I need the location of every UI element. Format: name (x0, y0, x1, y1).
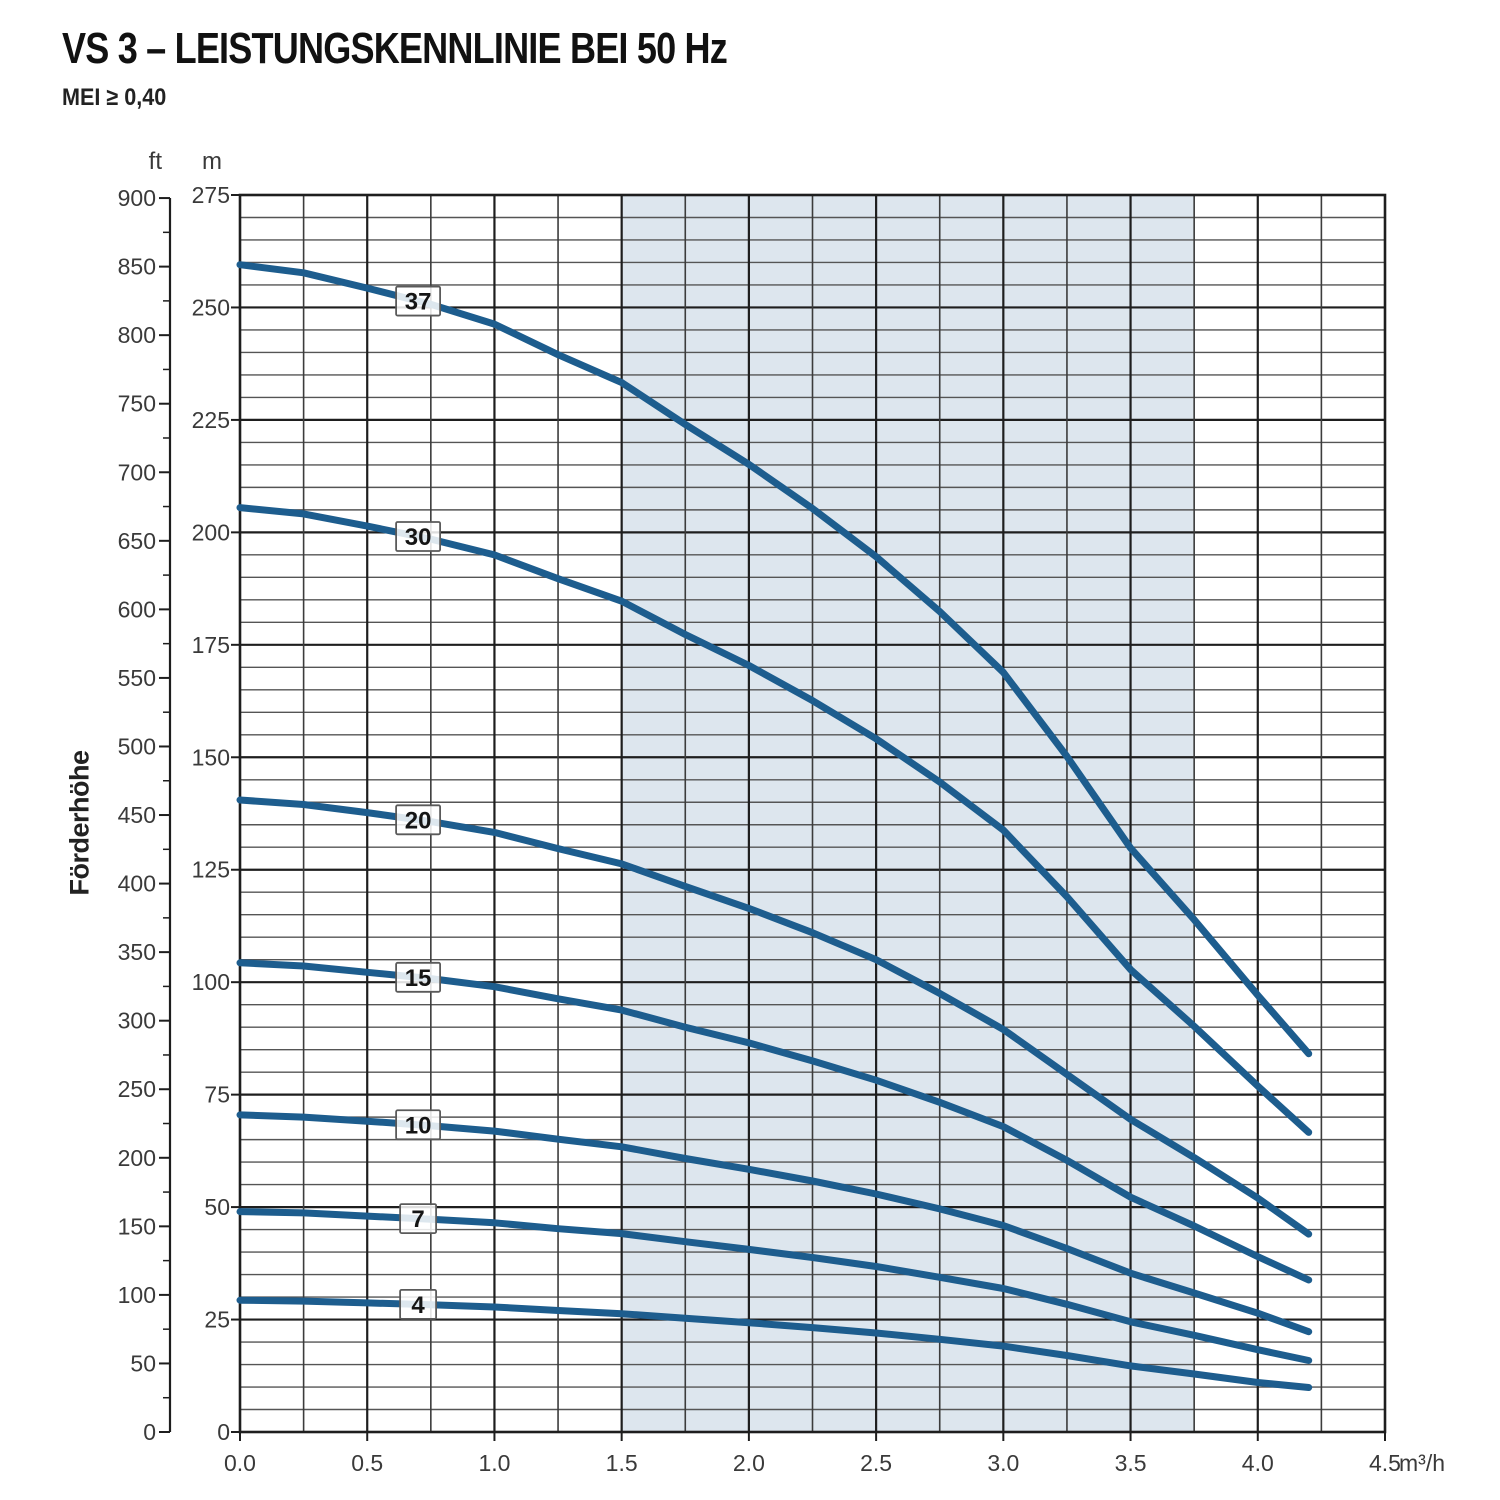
curve-label-37: 37 (395, 285, 442, 317)
curve-label-text: 4 (411, 1292, 425, 1319)
curve-label-text: 10 (405, 1112, 432, 1139)
m-unit-label: m (202, 148, 222, 175)
m-tick-label: 150 (192, 744, 230, 770)
curve-label-box (399, 1288, 438, 1320)
m-tick-label: 0 (217, 1419, 230, 1445)
ft-tick-label: 200 (118, 1145, 156, 1171)
curve-label-text: 7 (411, 1206, 424, 1233)
m-tick-label: 100 (192, 969, 230, 995)
m-tick-label: 275 (192, 182, 230, 208)
ft-tick-label: 900 (118, 185, 156, 211)
ft-tick-label: 0 (143, 1419, 156, 1445)
ft-tick-label: 550 (118, 665, 156, 691)
curve-label-box (395, 961, 442, 993)
x-tick-label: 3.5 (1115, 1450, 1147, 1476)
curve-label-text: 15 (405, 965, 432, 992)
mei-rating: MEI ≥ 0,40 (62, 84, 167, 111)
curve-label-10: 10 (395, 1109, 442, 1141)
ft-tick-label: 850 (118, 254, 156, 280)
curve-label-box (395, 521, 442, 552)
page-title: VS 3 – LEISTUNGSKENNLINIE BEI 50 Hz (62, 24, 728, 73)
curve-label-box (399, 1203, 438, 1235)
ft-tick-label: 350 (118, 939, 156, 965)
m-tick-label: 75 (204, 1082, 230, 1108)
ft-tick-label: 400 (118, 871, 156, 897)
x-tick-label: 0.5 (351, 1450, 383, 1476)
x-tick-label: 1.5 (606, 1450, 638, 1476)
m-tick-label: 125 (192, 857, 230, 883)
x-tick-label: 4.0 (1242, 1450, 1274, 1476)
curve-label-20: 20 (395, 804, 442, 836)
operating-range-band (621, 195, 1195, 1432)
ft-axis: 9008508007507006506005505004504003503002… (118, 185, 172, 1445)
x-unit-label: m³/h (1399, 1450, 1445, 1476)
curve-label-box (395, 804, 442, 836)
ft-tick-label: 50 (130, 1350, 156, 1376)
curve-label-15: 15 (395, 961, 442, 993)
m-tick-label: 25 (204, 1307, 230, 1333)
ft-tick-label: 650 (118, 528, 156, 554)
curve-label-7: 7 (399, 1203, 438, 1235)
ft-tick-label: 150 (118, 1213, 156, 1239)
ft-tick-label: 250 (118, 1076, 156, 1102)
x-axis: 0.0 0.5 1.0 1.5 2.0 2.5 3.0 3.5 4.0 4.5m³/h (224, 1432, 1445, 1476)
curve-label-box (395, 285, 442, 317)
curve-label-box (395, 1109, 442, 1141)
x-tick-label: 0.0 (224, 1450, 256, 1476)
curve-label-text: 30 (405, 524, 432, 551)
plot-border (238, 193, 1387, 1434)
x-tick-label: 4.5 (1369, 1450, 1401, 1476)
m-tick-label: 250 (192, 294, 230, 320)
ft-tick-label: 600 (118, 596, 156, 622)
curve-label-text: 37 (405, 289, 432, 316)
ft-tick-label: 800 (118, 322, 156, 348)
x-tick-label: 1.0 (478, 1450, 510, 1476)
m-tick-label: 225 (192, 407, 230, 433)
ft-tick-label: 500 (118, 733, 156, 759)
curve-label-4: 4 (399, 1288, 438, 1320)
curve-label-30: 30 (395, 521, 442, 552)
ft-unit-label: ft (148, 148, 162, 175)
ft-tick-label: 100 (118, 1282, 156, 1308)
ft-tick-label: 300 (118, 1008, 156, 1034)
curve-labels: 37 30 20 15 10 7 4 (395, 285, 442, 1320)
m-tick-label: 50 (204, 1194, 230, 1220)
x-tick-label: 2.5 (860, 1450, 892, 1476)
m-tick-label: 200 (192, 519, 230, 545)
x-tick-label: 3.0 (987, 1450, 1019, 1476)
ft-tick-label: 750 (118, 391, 156, 417)
x-tick-label: 2.0 (733, 1450, 765, 1476)
curve-label-text: 20 (405, 807, 432, 834)
m-tick-label: 175 (192, 632, 230, 658)
ft-tick-label: 450 (118, 802, 156, 828)
ft-tick-label: 700 (118, 459, 156, 485)
